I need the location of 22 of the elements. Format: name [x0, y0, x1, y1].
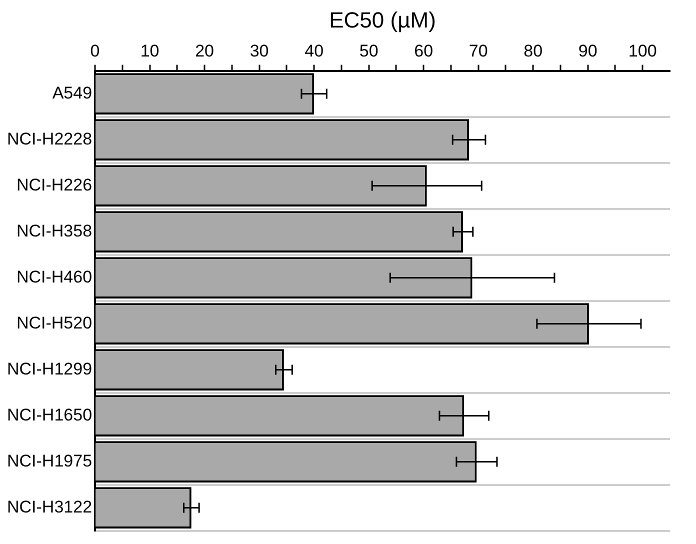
- y-tick-label: NCI-H2228: [6, 129, 92, 148]
- x-tick-label: 90: [578, 41, 598, 60]
- y-tick-label: A549: [52, 83, 92, 102]
- y-tick-label: NCI-H460: [16, 267, 92, 286]
- x-tick-label: 10: [140, 41, 160, 60]
- y-tick-label: NCI-H358: [16, 221, 92, 240]
- x-tick-label: 80: [524, 41, 543, 60]
- y-tick-label: NCI-H1975: [6, 451, 92, 470]
- x-tick-label: 40: [304, 41, 324, 60]
- y-tick-label: NCI-H226: [16, 175, 92, 194]
- x-tick-label: 20: [195, 41, 214, 60]
- x-tick-label: 0: [90, 41, 100, 60]
- x-axis-title: EC50 (µM): [329, 7, 436, 32]
- y-tick-label: NCI-H520: [16, 313, 92, 332]
- x-tick-label: 70: [468, 41, 488, 60]
- x-tick-label: 100: [628, 41, 657, 60]
- y-tick-label: NCI-H1299: [6, 359, 92, 378]
- x-tick-label: 60: [414, 41, 434, 60]
- y-tick-label: NCI-H1650: [6, 405, 92, 424]
- x-tick-label: 50: [359, 41, 378, 60]
- y-tick-label: NCI-H3122: [6, 497, 92, 516]
- x-tick-label: 30: [250, 41, 269, 60]
